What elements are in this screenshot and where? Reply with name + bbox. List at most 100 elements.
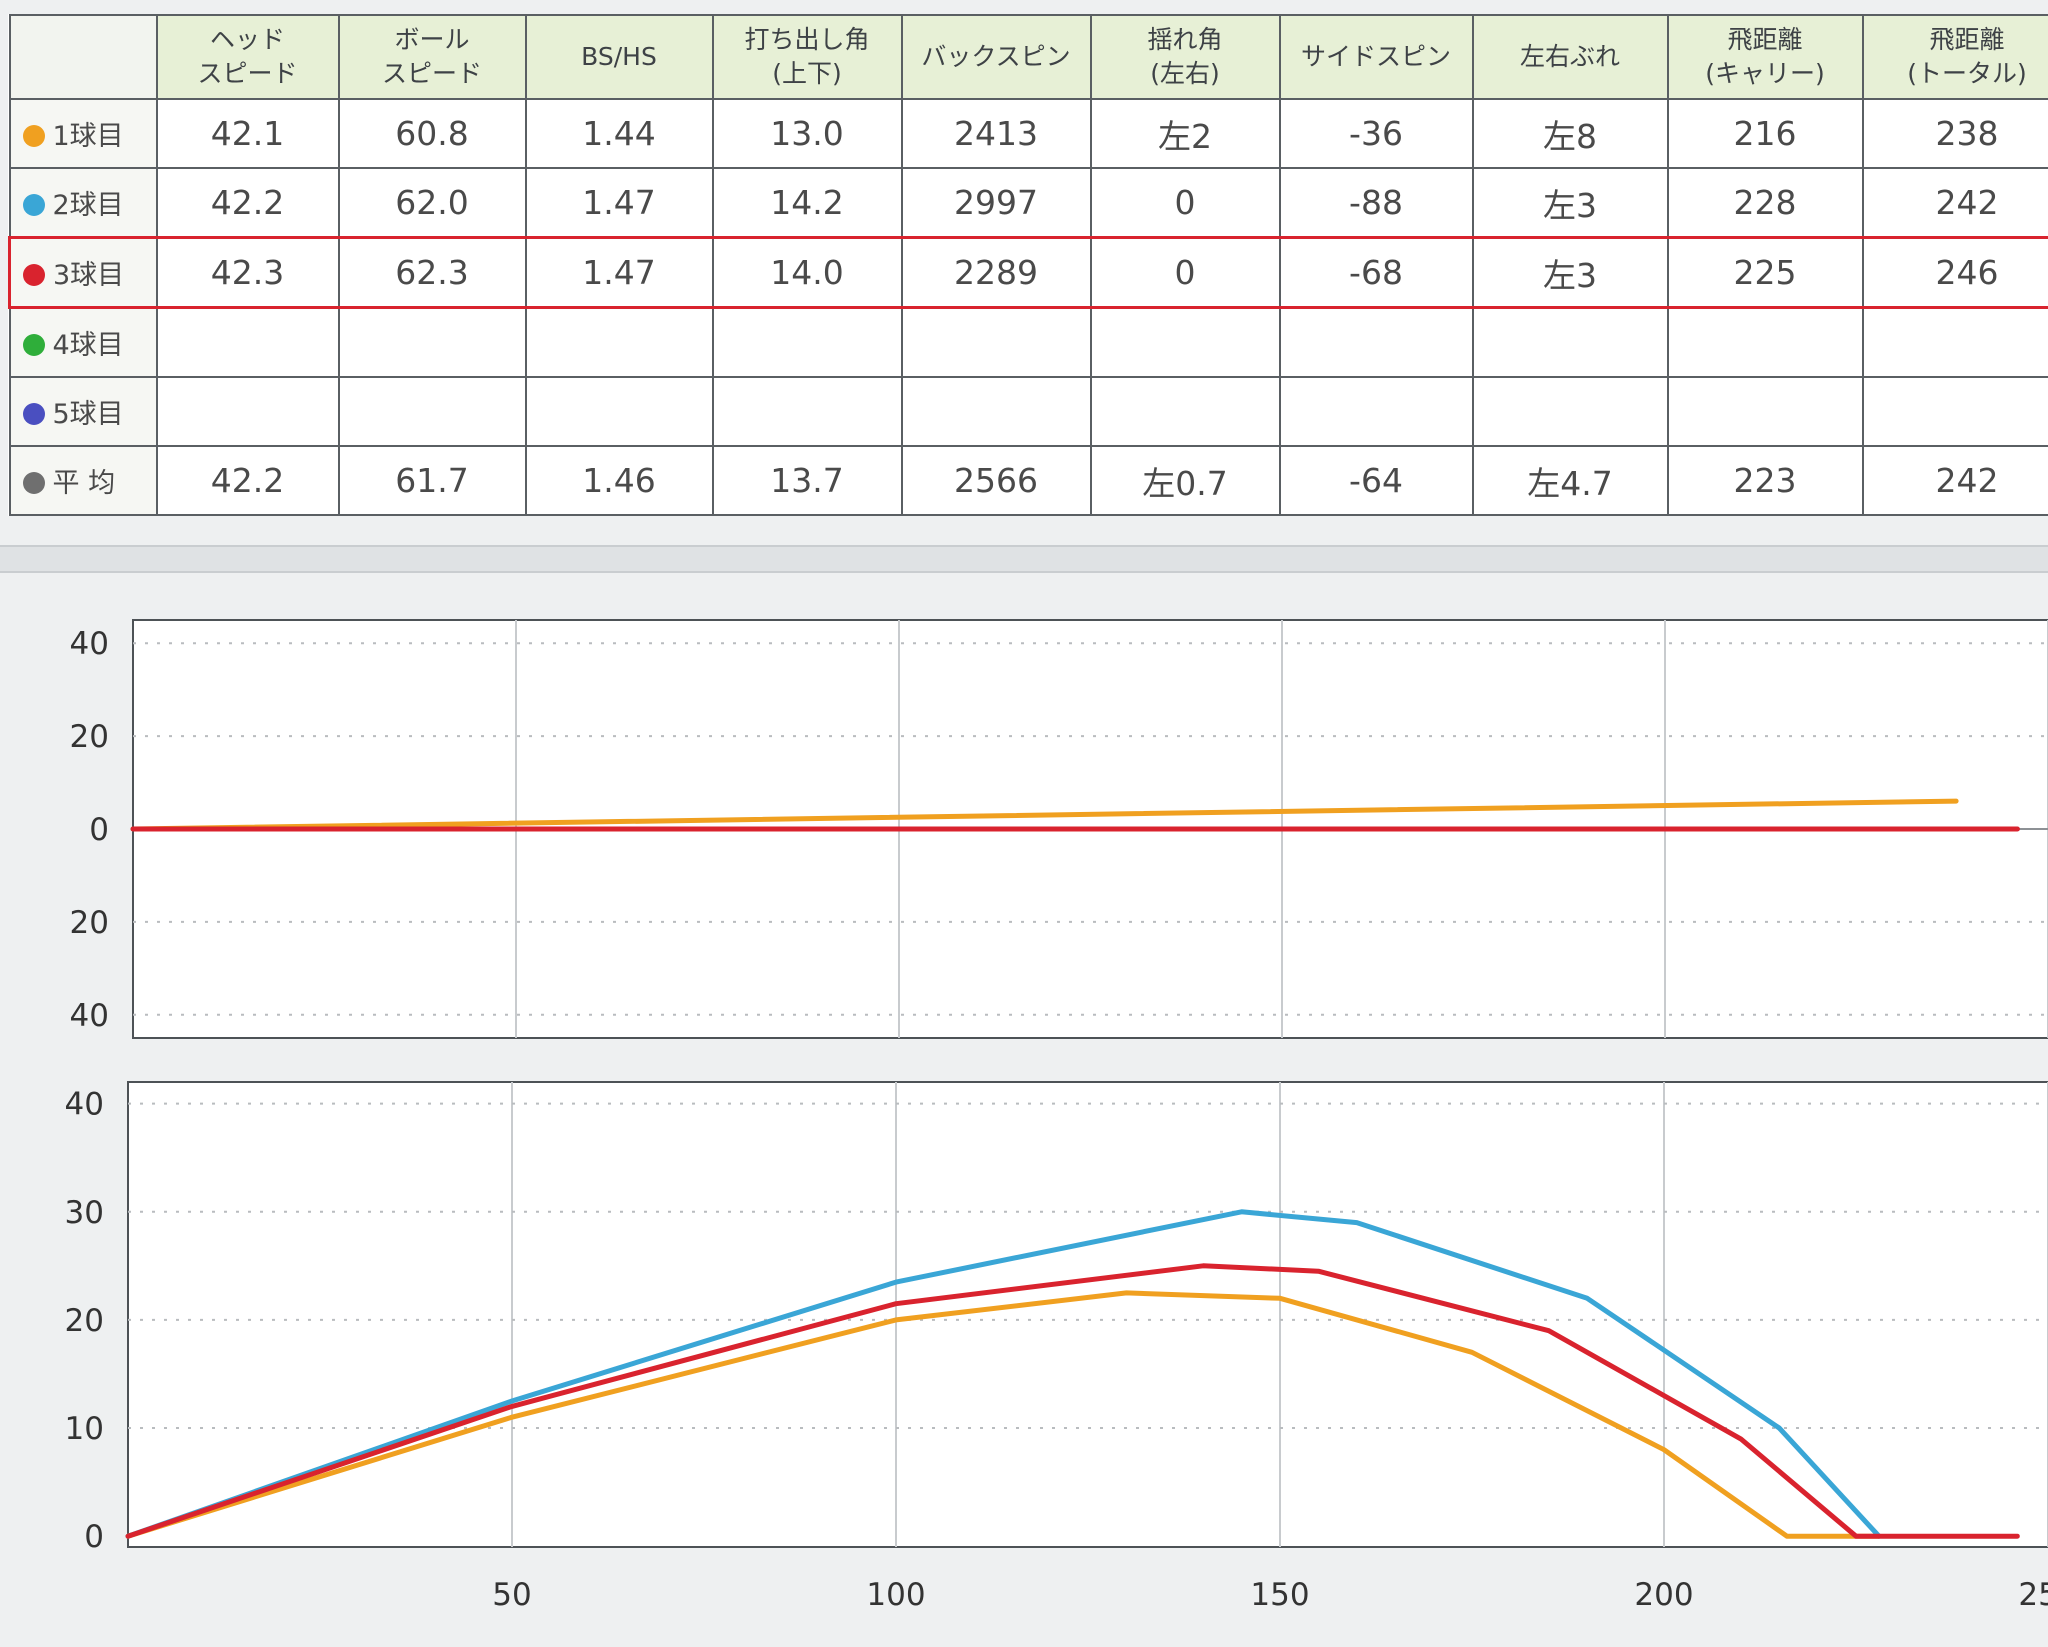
x-tick-label: 50 [492, 1577, 531, 1613]
trajectory-line [125, 1290, 1882, 1539]
y-tick-label: 40 [70, 998, 109, 1034]
table-cell: 13.0 [711, 98, 903, 169]
table-cell: 42.2 [155, 167, 340, 239]
column-header: 揺れ角 (左右) [1089, 14, 1281, 100]
top-view-chart: 40 20 0 20 40 [70, 619, 2048, 1039]
trajectory-line [130, 798, 1959, 832]
table-cell: 62.3 [337, 236, 527, 309]
table-cell: 0 [1089, 167, 1281, 239]
table-cell: 左8 [1471, 98, 1669, 169]
side-view-chart: 0 10 20 30 40 50 100 150 200 250 [65, 1081, 2048, 1613]
table-body: 1球目 42.1 60.8 1.44 13.0 2413 左2 -36 左8 216 238 2球目 4… [8, 98, 2048, 516]
column-header: 飛距離 (キャリー) [1666, 14, 1864, 100]
table-cell [1666, 306, 1864, 378]
y-tick-label: 0 [84, 1519, 104, 1555]
legend-dot-icon [22, 194, 45, 216]
legend-dot-icon [22, 125, 45, 147]
legend-dot-icon [22, 334, 45, 356]
table-cell [524, 376, 714, 447]
x-tick-label: 100 [866, 1577, 925, 1613]
row-label-cell: 平 均 [8, 445, 158, 516]
legend-dot-icon [22, 403, 45, 425]
column-header: ヘッド スピード [155, 14, 340, 100]
table-cell: 14.0 [711, 236, 903, 309]
table-cell [155, 376, 340, 447]
table-cell [1471, 376, 1669, 447]
legend-dot-icon [23, 264, 45, 286]
table-cell: 61.7 [337, 445, 527, 516]
table-cell: 242 [1861, 445, 2048, 516]
table-cell: -88 [1278, 167, 1474, 239]
table-cell [1861, 376, 2048, 447]
table-cell: 1.47 [524, 167, 714, 239]
table-cell [337, 306, 527, 378]
table-row: 2球目 42.2 62.0 1.47 14.2 2997 0 -88 左3 228 242 [8, 167, 2048, 239]
table-cell: 1.47 [524, 236, 714, 309]
table-cell [1089, 376, 1281, 447]
table-cell: 238 [1861, 98, 2048, 169]
table-cell: 246 [1861, 236, 2048, 309]
panel-divider [0, 545, 2048, 573]
table-cell [711, 376, 903, 447]
table-cell: 1.44 [524, 98, 714, 169]
table-cell: 左3 [1471, 167, 1669, 239]
table-cell: 223 [1666, 445, 1864, 516]
table-cell: 216 [1666, 98, 1864, 169]
table-cell: 2997 [900, 167, 1092, 239]
trajectory-line [125, 1209, 1882, 1539]
trajectory-line [125, 1263, 2020, 1539]
column-header: サイドスピン [1278, 14, 1474, 100]
x-tick-label: 250 [2018, 1577, 2048, 1613]
row-label: 平 均 [52, 468, 116, 499]
table-cell [900, 376, 1092, 447]
y-tick-label: 40 [65, 1087, 104, 1123]
table-row: 1球目 42.1 60.8 1.44 13.0 2413 左2 -36 左8 216 238 [8, 98, 2048, 169]
row-label: 1球目 [52, 121, 124, 152]
table-cell: 60.8 [337, 98, 527, 169]
y-tick-label: 30 [65, 1195, 104, 1231]
table-cell: 13.7 [711, 445, 903, 516]
table-cell: 左3 [1471, 236, 1669, 309]
x-tick-label: 150 [1250, 1577, 1309, 1613]
y-tick-label: 40 [70, 626, 109, 662]
y-tick-label: 0 [89, 812, 109, 848]
table-cell [711, 306, 903, 378]
row-label-cell: 1球目 [8, 98, 158, 169]
legend-dot-icon [22, 472, 45, 494]
table-cell [1666, 376, 1864, 447]
table-cell: 左0.7 [1089, 445, 1281, 516]
plot-area [127, 1081, 2048, 1548]
table-cell: -68 [1278, 236, 1474, 309]
y-tick-label: 10 [65, 1411, 104, 1447]
header-corner-cell [8, 14, 158, 100]
y-tick-label: 20 [65, 1303, 104, 1339]
table-cell: 左4.7 [1471, 445, 1669, 516]
table-cell: -36 [1278, 98, 1474, 169]
row-label-cell: 3球目 [8, 236, 158, 309]
x-tick-label: 200 [1634, 1577, 1693, 1613]
table-cell: 左2 [1089, 98, 1281, 169]
table-cell: 42.1 [155, 98, 340, 169]
column-header: 左右ぶれ [1471, 14, 1669, 100]
y-tick-label: 20 [70, 719, 109, 755]
table-cell [900, 306, 1092, 378]
table-cell [155, 306, 340, 378]
table-header-row: ヘッド スピード ボール スピード BS/HS 打ち出し角 (上下) バックスピン 揺れ角… [8, 14, 2048, 100]
row-label: 5球目 [52, 399, 124, 430]
table-row: 4球目 [8, 306, 2048, 378]
table-cell: -64 [1278, 445, 1474, 516]
y-tick-label: 20 [70, 905, 109, 941]
table-cell: 14.2 [711, 167, 903, 239]
shot-data-table-panel: ヘッド スピード ボール スピード BS/HS 打ち出し角 (上下) バックスピン 揺れ角… [8, 14, 2048, 516]
column-header: バックスピン [900, 14, 1092, 100]
table-cell: 42.2 [155, 445, 340, 516]
table-cell [1089, 306, 1281, 378]
table-cell [1471, 306, 1669, 378]
row-label-cell: 2球目 [8, 167, 158, 239]
table-cell: 1.46 [524, 445, 714, 516]
row-label-cell: 4球目 [8, 306, 158, 378]
column-header: BS/HS [524, 14, 714, 100]
table-cell: 225 [1666, 236, 1864, 309]
table-cell [1278, 376, 1474, 447]
